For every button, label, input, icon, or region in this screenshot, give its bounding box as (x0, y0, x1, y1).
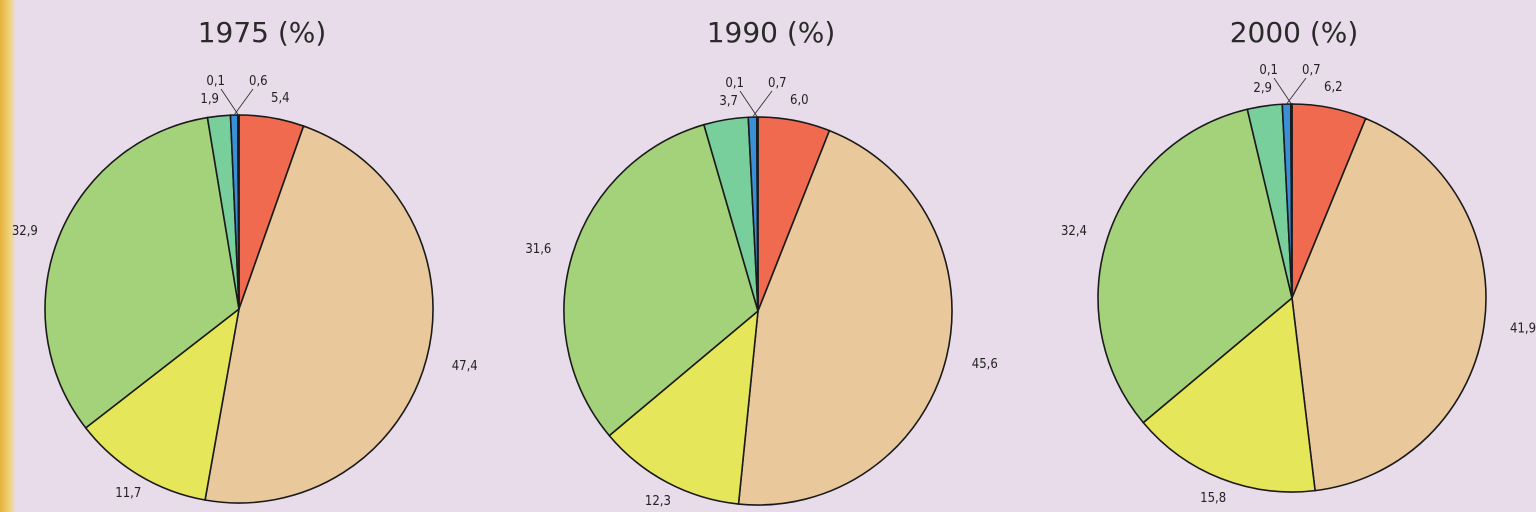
slice-value-label: 32,4 (1061, 224, 1087, 239)
leader-line (233, 88, 254, 116)
decorative-left-edge (0, 0, 16, 512)
slice-value-label: 1,9 (200, 92, 219, 107)
pie-slice (1097, 108, 1293, 424)
slice-value-label: 0,1 (206, 74, 225, 89)
slice-value-label: 12,3 (645, 494, 671, 509)
slice-value-label: 0,6 (249, 74, 268, 89)
slice-value-label: 32,9 (12, 224, 38, 239)
pie-slice (1142, 296, 1316, 493)
slice-value-label: 45,6 (972, 357, 998, 372)
slice-value-label: 6,2 (1324, 80, 1343, 95)
leader-line (1286, 77, 1307, 105)
leader-line (220, 88, 239, 116)
pie-chart-2000: 2000 (%) 6,2 41,9 15,8 32,4 2,9 0,7 0,1 (1061, 16, 1536, 506)
pie-slice (608, 309, 759, 505)
chart-title: 1990 (%) (707, 16, 836, 49)
slice-value-label: 6,0 (790, 93, 809, 108)
slice-value-label: 47,4 (452, 359, 478, 374)
slice-value-label: 3,7 (719, 94, 738, 109)
pie-chart-1975: 1975 (%) 5,4 47,4 11,7 32,9 1,9 0,6 0,1 (12, 16, 478, 504)
pie-slice (204, 125, 434, 504)
pie-slice (1291, 117, 1487, 492)
leader-line (739, 90, 758, 118)
pie-slice (84, 307, 241, 501)
leader-line (1273, 77, 1292, 105)
slice-value-label: 5,4 (271, 91, 290, 106)
slice-value-label: 2,9 (1253, 81, 1272, 96)
pie-slice (737, 129, 953, 506)
leader-line (752, 90, 773, 118)
chart-title: 1975 (%) (198, 16, 327, 49)
slice-value-label: 0,1 (725, 76, 744, 91)
slice-value-label: 15,8 (1200, 491, 1226, 506)
slice-value-label: 0,7 (768, 76, 787, 91)
slice-value-label: 0,7 (1302, 63, 1321, 78)
slice-value-label: 11,7 (115, 486, 141, 501)
slice-value-label: 0,1 (1259, 63, 1278, 78)
pie-slice (44, 116, 240, 430)
chart-title: 2000 (%) (1230, 16, 1359, 49)
pie-chart-1990: 1990 (%) 6,0 45,6 12,3 31,6 3,7 0,7 0,1 (525, 16, 997, 509)
slice-value-label: 41,9 (1510, 322, 1536, 337)
pie-slice (563, 123, 759, 437)
slice-value-label: 31,6 (525, 242, 551, 257)
